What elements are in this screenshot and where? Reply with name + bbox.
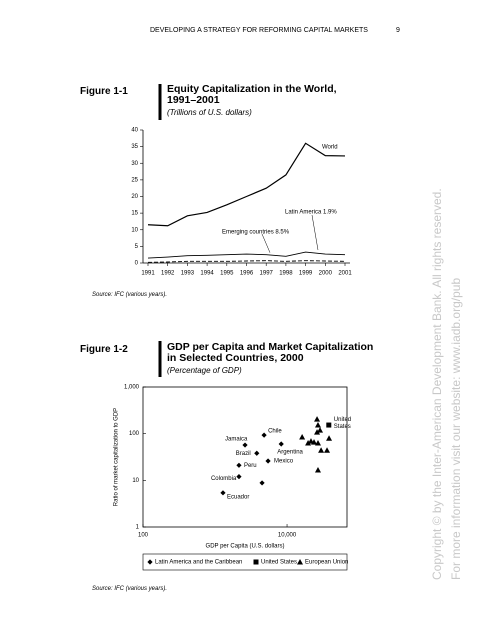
point	[314, 467, 321, 473]
label-leader	[261, 233, 271, 253]
point-label: Chile	[268, 429, 282, 435]
x-tick-label: 1999	[299, 271, 313, 277]
point	[261, 432, 267, 438]
series-label: Latin America 1.9%	[285, 210, 337, 216]
point	[254, 450, 260, 456]
point-label: Ecuador	[227, 494, 249, 500]
x-tick-label: 1997	[260, 271, 274, 277]
point	[326, 422, 332, 428]
watermark: For more information visit our website: …	[449, 277, 463, 580]
y-tick-label: 35	[131, 144, 138, 150]
x-tick-label: 2001	[338, 271, 352, 277]
series-line	[147, 251, 346, 259]
figure-label: Figure 1-2	[80, 344, 128, 355]
y-tick-label: 5	[135, 244, 139, 250]
series-label: Emerging countries 8.5%	[222, 230, 290, 236]
series-line	[147, 142, 346, 227]
series-line	[147, 260, 346, 263]
point	[326, 435, 333, 441]
y-tick-label: 10	[131, 227, 138, 233]
point-label: Peru	[244, 463, 257, 469]
y-tick-label: 40	[131, 128, 138, 134]
page-number: 9	[396, 27, 400, 34]
figure-title: Equity Capitalization in the World, 1991…	[167, 83, 337, 106]
y-tick-label: 100	[129, 431, 140, 437]
y-tick-label: 15	[131, 211, 138, 217]
watermark: Copyright © by the Inter-American Develo…	[430, 188, 444, 580]
y-tick-label: 0	[135, 261, 139, 267]
legend-label: United States	[261, 560, 297, 566]
point	[305, 440, 312, 446]
point	[278, 441, 284, 447]
legend-label: European Union	[305, 560, 348, 566]
figure-label: Figure 1-1	[80, 86, 128, 97]
point	[317, 427, 324, 433]
x-tick-label: 1998	[279, 271, 293, 277]
y-tick-label: 1	[136, 525, 140, 531]
source: Source: IFC (various years).	[92, 586, 168, 592]
figure-subtitle: (Percentage of GDP)	[167, 366, 242, 375]
point	[314, 440, 321, 446]
point	[236, 474, 242, 480]
y-tick-label: 10	[132, 478, 139, 484]
source: Source: IFC (various years).	[92, 292, 168, 298]
point	[236, 462, 242, 468]
x-tick-label: 1996	[240, 271, 254, 277]
y-tick-label: 1,000	[124, 385, 140, 391]
point-label: Colombia	[211, 476, 237, 482]
point-label: Argentina	[277, 450, 303, 456]
y-tick-label: 25	[131, 177, 138, 183]
point	[314, 422, 321, 428]
y-axis-label: Ratio of market capitalization to GDP	[114, 408, 120, 506]
x-tick-label: 1994	[200, 271, 214, 277]
y-tick-label: 20	[131, 194, 138, 200]
legend-marker	[147, 559, 153, 565]
x-tick-label: 100	[138, 533, 149, 539]
point	[220, 490, 226, 496]
point	[324, 447, 331, 453]
x-tick-label: 2000	[319, 271, 333, 277]
point	[314, 429, 321, 435]
point	[299, 433, 306, 440]
point-label: Mexico	[274, 459, 294, 465]
point	[314, 416, 321, 422]
plot-frame	[142, 386, 348, 528]
x-tick-label: 1995	[220, 271, 234, 277]
point	[318, 447, 325, 453]
point	[259, 480, 265, 486]
point-label: Brazil	[236, 451, 251, 457]
x-tick-label: 1991	[141, 271, 155, 277]
legend-label: Latin America and the Caribbean	[155, 560, 242, 566]
point	[265, 458, 271, 464]
x-tick-label: 1993	[181, 271, 195, 277]
legend-marker	[297, 559, 303, 565]
legend-marker	[253, 559, 259, 565]
y-tick-label: 30	[131, 161, 138, 167]
figure-title: GDP per Capita and Market Capitalization…	[167, 341, 374, 364]
figure-subtitle: (Trillions of U.S. dollars)	[167, 108, 252, 117]
point	[307, 438, 314, 444]
x-tick-label: 10,000	[278, 533, 297, 539]
series-label: World	[322, 145, 338, 151]
point	[242, 442, 248, 448]
x-axis-label: GDP per Capita (U.S. dollars)	[206, 544, 285, 550]
point-label: Jamaica	[225, 437, 248, 443]
label-leader	[311, 214, 319, 251]
running-title: DEVELOPING A STRATEGY FOR REFORMING CAPI…	[150, 27, 368, 34]
legend-box	[142, 553, 348, 571]
point-label: United States	[333, 417, 352, 431]
x-tick-label: 1992	[161, 271, 175, 277]
